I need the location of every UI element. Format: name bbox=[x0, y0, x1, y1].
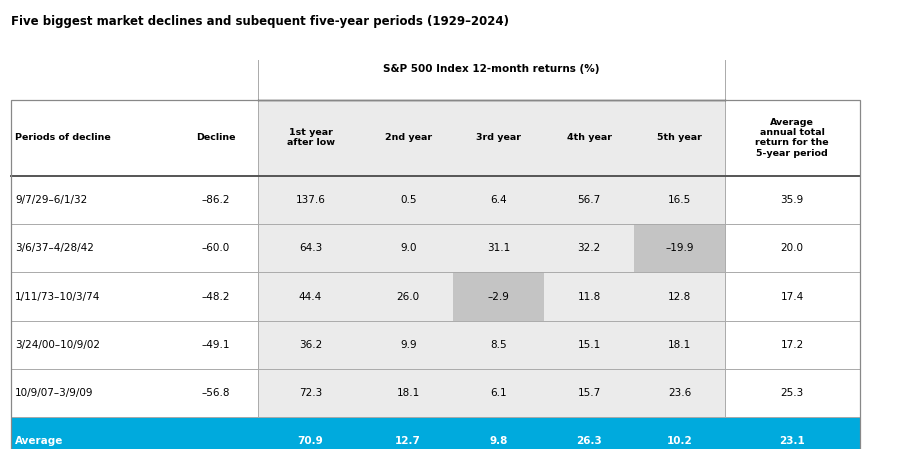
Text: 36.2: 36.2 bbox=[299, 340, 322, 350]
Text: 15.7: 15.7 bbox=[577, 388, 601, 398]
Text: 11.8: 11.8 bbox=[577, 292, 601, 302]
Bar bbox=[453, 176, 544, 224]
Text: 25.3: 25.3 bbox=[780, 388, 804, 398]
Text: Periods of decline: Periods of decline bbox=[15, 133, 111, 142]
Bar bbox=[453, 100, 544, 176]
Text: 9/7/29–6/1/32: 9/7/29–6/1/32 bbox=[15, 195, 87, 205]
Text: –2.9: –2.9 bbox=[487, 292, 509, 302]
Text: 15.1: 15.1 bbox=[577, 340, 601, 350]
Bar bbox=[634, 100, 725, 176]
Bar bbox=[634, 272, 725, 321]
Text: 72.3: 72.3 bbox=[299, 388, 322, 398]
Text: Average
annual total
return for the
5-year period: Average annual total return for the 5-ye… bbox=[756, 118, 829, 158]
Text: 4th year: 4th year bbox=[567, 133, 612, 142]
Text: Decline: Decline bbox=[196, 133, 235, 142]
Text: 2nd year: 2nd year bbox=[385, 133, 431, 142]
Text: –60.0: –60.0 bbox=[202, 243, 230, 253]
Bar bbox=[544, 369, 634, 417]
Bar bbox=[544, 176, 634, 224]
Text: 23.1: 23.1 bbox=[780, 436, 805, 446]
Text: 32.2: 32.2 bbox=[577, 243, 601, 253]
Bar bbox=[453, 224, 544, 272]
Bar bbox=[634, 224, 725, 272]
Text: S&P 500 Index 12-month returns (%): S&P 500 Index 12-month returns (%) bbox=[383, 64, 600, 74]
Bar bbox=[634, 321, 725, 369]
Bar bbox=[453, 369, 544, 417]
Text: 16.5: 16.5 bbox=[668, 195, 691, 205]
Bar bbox=[453, 272, 544, 321]
Text: 18.1: 18.1 bbox=[668, 340, 691, 350]
Text: 12.7: 12.7 bbox=[396, 436, 421, 446]
Bar bbox=[453, 321, 544, 369]
Text: 5th year: 5th year bbox=[657, 133, 702, 142]
Text: 3/24/00–10/9/02: 3/24/00–10/9/02 bbox=[15, 340, 100, 350]
Text: 10.2: 10.2 bbox=[667, 436, 692, 446]
Text: 1st year
after low: 1st year after low bbox=[287, 128, 334, 148]
Text: –56.8: –56.8 bbox=[202, 388, 230, 398]
Bar bbox=[363, 176, 453, 224]
Text: –86.2: –86.2 bbox=[202, 195, 230, 205]
Text: 31.1: 31.1 bbox=[487, 243, 510, 253]
Bar bbox=[363, 100, 453, 176]
Text: 6.1: 6.1 bbox=[490, 388, 507, 398]
Bar bbox=[544, 224, 634, 272]
Text: 3rd year: 3rd year bbox=[476, 133, 521, 142]
Text: 35.9: 35.9 bbox=[780, 195, 804, 205]
Text: 10/9/07–3/9/09: 10/9/07–3/9/09 bbox=[15, 388, 93, 398]
Bar bbox=[544, 321, 634, 369]
Text: Five biggest market declines and subequent five-year periods (1929–2024): Five biggest market declines and subeque… bbox=[10, 15, 508, 28]
Text: 0.5: 0.5 bbox=[400, 195, 417, 205]
Text: –48.2: –48.2 bbox=[202, 292, 230, 302]
Bar bbox=[363, 321, 453, 369]
Text: 8.5: 8.5 bbox=[490, 340, 507, 350]
Text: 17.4: 17.4 bbox=[780, 292, 804, 302]
Text: 12.8: 12.8 bbox=[668, 292, 691, 302]
Text: 26.3: 26.3 bbox=[576, 436, 602, 446]
Bar bbox=[544, 100, 634, 176]
Text: 6.4: 6.4 bbox=[490, 195, 507, 205]
Text: 64.3: 64.3 bbox=[299, 243, 322, 253]
Text: 3/6/37–4/28/42: 3/6/37–4/28/42 bbox=[15, 243, 94, 253]
Text: 17.2: 17.2 bbox=[780, 340, 804, 350]
Text: Average: Average bbox=[15, 436, 63, 446]
Text: 23.6: 23.6 bbox=[668, 388, 691, 398]
Text: –49.1: –49.1 bbox=[202, 340, 230, 350]
Text: 70.9: 70.9 bbox=[298, 436, 323, 446]
Text: 18.1: 18.1 bbox=[397, 388, 420, 398]
Text: 44.4: 44.4 bbox=[299, 292, 322, 302]
Text: 26.0: 26.0 bbox=[397, 292, 420, 302]
Bar bbox=[363, 272, 453, 321]
Bar bbox=[363, 369, 453, 417]
Text: 9.8: 9.8 bbox=[489, 436, 507, 446]
Text: 56.7: 56.7 bbox=[577, 195, 601, 205]
Text: 1/11/73–10/3/74: 1/11/73–10/3/74 bbox=[15, 292, 101, 302]
Text: 9.0: 9.0 bbox=[400, 243, 417, 253]
Text: 137.6: 137.6 bbox=[296, 195, 325, 205]
Bar bbox=[363, 224, 453, 272]
Text: –19.9: –19.9 bbox=[665, 243, 693, 253]
Bar bbox=[634, 176, 725, 224]
Text: 9.9: 9.9 bbox=[400, 340, 417, 350]
Bar bbox=[544, 272, 634, 321]
Bar bbox=[634, 369, 725, 417]
Text: 20.0: 20.0 bbox=[780, 243, 803, 253]
